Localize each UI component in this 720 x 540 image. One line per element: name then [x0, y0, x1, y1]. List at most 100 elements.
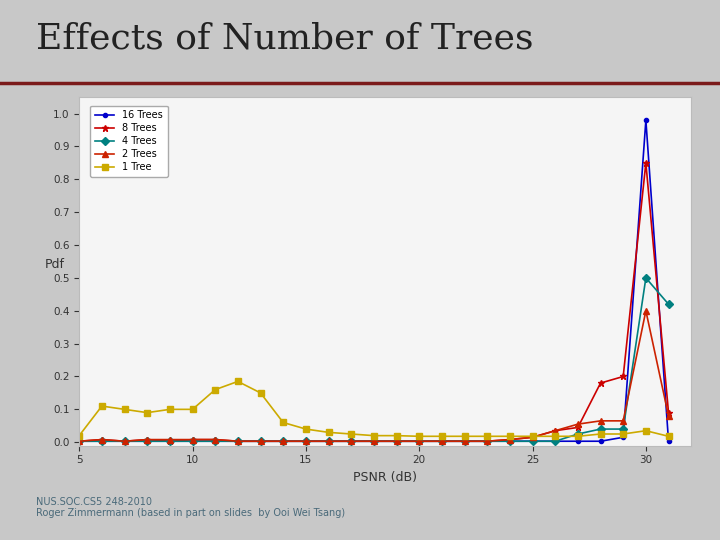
1 Tree: [551, 433, 559, 440]
1 Tree: [528, 433, 537, 440]
2 Trees: [166, 436, 174, 443]
1 Tree: [347, 431, 356, 437]
8 Trees: [302, 438, 310, 444]
16 Trees: [188, 438, 197, 444]
2 Trees: [143, 436, 151, 443]
8 Trees: [143, 436, 151, 443]
1 Tree: [233, 378, 242, 384]
2 Trees: [438, 438, 446, 444]
2 Trees: [528, 434, 537, 441]
4 Trees: [619, 426, 628, 433]
X-axis label: PSNR (dB): PSNR (dB): [354, 471, 417, 484]
4 Trees: [279, 438, 287, 444]
8 Trees: [619, 373, 628, 380]
2 Trees: [596, 417, 605, 424]
1 Tree: [460, 433, 469, 440]
16 Trees: [143, 438, 151, 444]
2 Trees: [574, 421, 582, 427]
Legend: 16 Trees, 8 Trees, 4 Trees, 2 Trees, 1 Tree: 16 Trees, 8 Trees, 4 Trees, 2 Trees, 1 T…: [90, 105, 168, 177]
1 Tree: [483, 433, 492, 440]
2 Trees: [75, 438, 84, 444]
4 Trees: [415, 438, 423, 444]
2 Trees: [392, 438, 401, 444]
8 Trees: [483, 438, 492, 444]
2 Trees: [324, 438, 333, 444]
1 Tree: [143, 409, 151, 416]
16 Trees: [642, 117, 650, 124]
4 Trees: [347, 438, 356, 444]
4 Trees: [75, 438, 84, 444]
4 Trees: [460, 438, 469, 444]
16 Trees: [483, 438, 492, 444]
2 Trees: [415, 438, 423, 444]
1 Tree: [665, 433, 673, 440]
16 Trees: [551, 438, 559, 444]
8 Trees: [347, 438, 356, 444]
2 Trees: [347, 438, 356, 444]
8 Trees: [233, 438, 242, 444]
Line: 8 Trees: 8 Trees: [76, 159, 672, 445]
2 Trees: [483, 438, 492, 444]
2 Trees: [279, 438, 287, 444]
1 Tree: [392, 433, 401, 439]
16 Trees: [166, 438, 174, 444]
8 Trees: [574, 424, 582, 431]
1 Tree: [574, 433, 582, 440]
1 Tree: [211, 387, 220, 393]
4 Trees: [551, 438, 559, 444]
8 Trees: [188, 436, 197, 443]
2 Trees: [460, 438, 469, 444]
8 Trees: [528, 434, 537, 441]
Text: Effects of Number of Trees: Effects of Number of Trees: [36, 22, 534, 56]
16 Trees: [369, 438, 378, 444]
2 Trees: [211, 436, 220, 443]
4 Trees: [233, 438, 242, 444]
1 Tree: [97, 403, 106, 409]
8 Trees: [665, 409, 673, 416]
1 Tree: [279, 419, 287, 426]
1 Tree: [596, 431, 605, 437]
16 Trees: [347, 438, 356, 444]
16 Trees: [256, 438, 265, 444]
4 Trees: [392, 438, 401, 444]
4 Trees: [369, 438, 378, 444]
Text: NUS.SOC.CS5 248-2010
Roger Zimmermann (based in part on slides  by Ooi Wei Tsang: NUS.SOC.CS5 248-2010 Roger Zimmermann (b…: [36, 497, 345, 518]
16 Trees: [97, 438, 106, 444]
2 Trees: [188, 436, 197, 443]
8 Trees: [505, 436, 514, 443]
4 Trees: [665, 301, 673, 307]
16 Trees: [233, 438, 242, 444]
Line: 4 Trees: 4 Trees: [76, 275, 671, 444]
8 Trees: [551, 428, 559, 434]
2 Trees: [233, 438, 242, 444]
4 Trees: [505, 438, 514, 444]
8 Trees: [415, 438, 423, 444]
1 Tree: [75, 433, 84, 439]
4 Trees: [211, 438, 220, 444]
4 Trees: [143, 438, 151, 444]
8 Trees: [642, 160, 650, 166]
16 Trees: [302, 438, 310, 444]
16 Trees: [665, 438, 673, 444]
2 Trees: [505, 436, 514, 443]
16 Trees: [279, 438, 287, 444]
1 Tree: [188, 406, 197, 413]
8 Trees: [75, 438, 84, 444]
Line: 2 Trees: 2 Trees: [76, 308, 671, 444]
16 Trees: [120, 438, 129, 444]
1 Tree: [256, 390, 265, 396]
8 Trees: [438, 438, 446, 444]
16 Trees: [574, 438, 582, 444]
16 Trees: [505, 438, 514, 444]
2 Trees: [551, 428, 559, 434]
1 Tree: [369, 433, 378, 439]
4 Trees: [188, 438, 197, 444]
2 Trees: [369, 438, 378, 444]
2 Trees: [97, 436, 106, 443]
Line: 1 Tree: 1 Tree: [76, 379, 671, 439]
16 Trees: [392, 438, 401, 444]
1 Tree: [415, 433, 423, 440]
4 Trees: [642, 275, 650, 281]
8 Trees: [279, 438, 287, 444]
1 Tree: [642, 428, 650, 434]
